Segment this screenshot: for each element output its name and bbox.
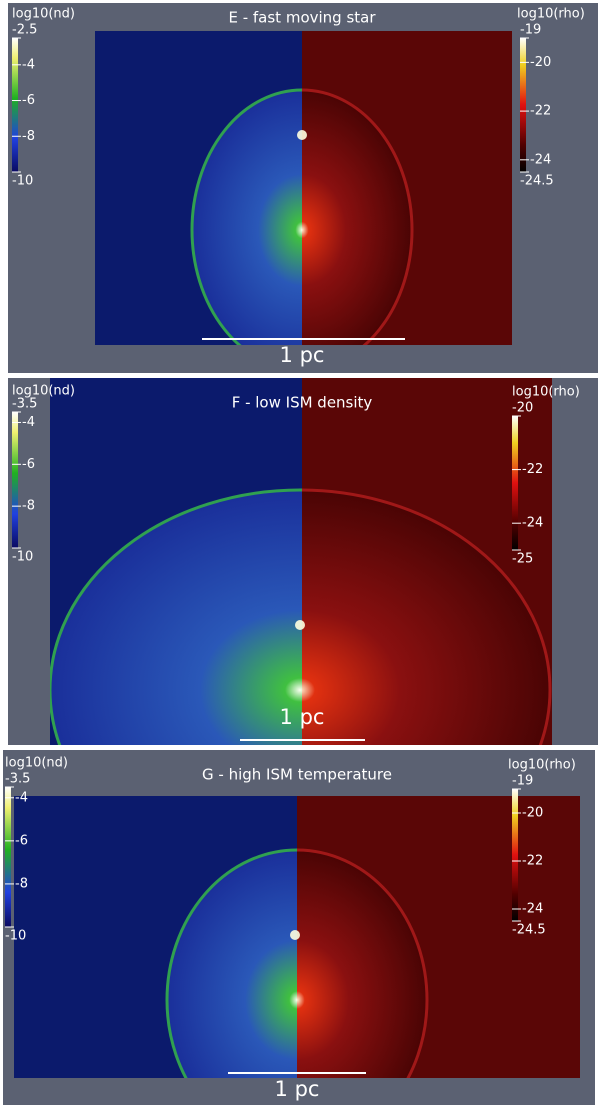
colorbar-tick-label: -22 xyxy=(522,854,543,869)
colorbar-tick-label: -24 xyxy=(522,902,543,917)
simulation-image xyxy=(14,796,580,1078)
colorbar-tick-label: -25 xyxy=(512,552,533,567)
colorbar-tick-label: -19 xyxy=(512,774,533,789)
scale-label: 1 pc xyxy=(280,705,325,729)
colorbar-tick-label: -6 xyxy=(22,457,35,472)
colorbar-tick-label: -10 xyxy=(5,929,26,944)
colorbar-label: log10(nd) xyxy=(12,7,75,22)
nd-shell xyxy=(50,488,302,745)
colorbar-tick-label: -10 xyxy=(12,550,33,565)
colorbar-tick-label: -8 xyxy=(15,876,28,891)
colorbar xyxy=(12,38,18,172)
rho-bubble xyxy=(297,848,429,1078)
colorbar xyxy=(520,38,526,172)
panel: E - fast moving star log10(nd)-2.5 -4 -6 -8 -… xyxy=(8,3,598,373)
colorbar-tick-label: -19 xyxy=(520,23,541,38)
rho-bubble xyxy=(302,488,552,745)
colorbar-tick-label: -24 xyxy=(522,516,543,531)
colorbar-tick-label: -3.5 xyxy=(5,772,30,787)
scale-label: 1 pc xyxy=(275,1077,320,1101)
colorbar-tick-label: -20 xyxy=(512,401,533,416)
colorbar xyxy=(5,787,11,927)
colorbar-tick-label: -8 xyxy=(22,129,35,144)
colorbar-tick-label: -6 xyxy=(15,833,28,848)
rho-shell xyxy=(297,848,429,1078)
colorbar xyxy=(512,416,518,550)
colorbar-label: log10(rho) xyxy=(517,7,585,22)
colorbar-label: log10(nd) xyxy=(5,756,68,771)
colorbar-tick-label: -20 xyxy=(522,806,543,821)
panel-title: E - fast moving star xyxy=(228,9,376,27)
colorbar-tick-label: -20 xyxy=(530,55,551,70)
panel-title: F - low ISM density xyxy=(232,394,373,412)
panel-title: G - high ISM temperature xyxy=(202,766,392,784)
star xyxy=(290,930,300,940)
colorbar-tick-label: -24.5 xyxy=(520,174,554,189)
simulation-image xyxy=(50,378,552,745)
rho-shell xyxy=(302,488,552,745)
rho-shell xyxy=(302,88,414,345)
colorbar-tick-label: -6 xyxy=(22,93,35,108)
simulation-image xyxy=(95,31,512,345)
scale-label: 1 pc xyxy=(280,343,325,367)
nd-bubble xyxy=(50,488,302,745)
colorbar-label: log10(nd) xyxy=(12,384,75,399)
nd-shell xyxy=(190,88,302,345)
nd-bubble xyxy=(190,88,302,345)
nd-shell xyxy=(165,848,297,1078)
colorbar-tick-label: -10 xyxy=(12,174,33,189)
colorbar-tick-label: -4 xyxy=(22,415,35,430)
panel: F - low ISM density log10(nd)-3.5 -4 -6 -8 -1… xyxy=(8,378,598,745)
colorbar-tick-label: -4 xyxy=(15,790,28,805)
colorbar-tick-label: -22 xyxy=(522,462,543,477)
colorbar-label: log10(rho) xyxy=(508,758,576,773)
colorbar-tick-label: -3.5 xyxy=(12,397,37,412)
colorbar-label: log10(rho) xyxy=(512,385,580,400)
colorbar-tick-label: -8 xyxy=(22,499,35,514)
colorbar-tick-label: -24.5 xyxy=(512,923,546,938)
colorbar-tick-label: -24 xyxy=(530,152,551,167)
colorbar-tick-label: -4 xyxy=(22,57,35,72)
colorbar xyxy=(12,412,18,548)
star xyxy=(297,130,307,140)
nd-bubble xyxy=(165,848,297,1078)
colorbar xyxy=(512,789,518,921)
star xyxy=(295,620,305,630)
colorbar-tick-label: -22 xyxy=(530,104,551,119)
rho-bubble xyxy=(302,88,414,345)
colorbar-tick-label: -2.5 xyxy=(12,23,37,38)
panel: G - high ISM temperature log10(nd)-3.5 -4 -… xyxy=(3,750,595,1105)
